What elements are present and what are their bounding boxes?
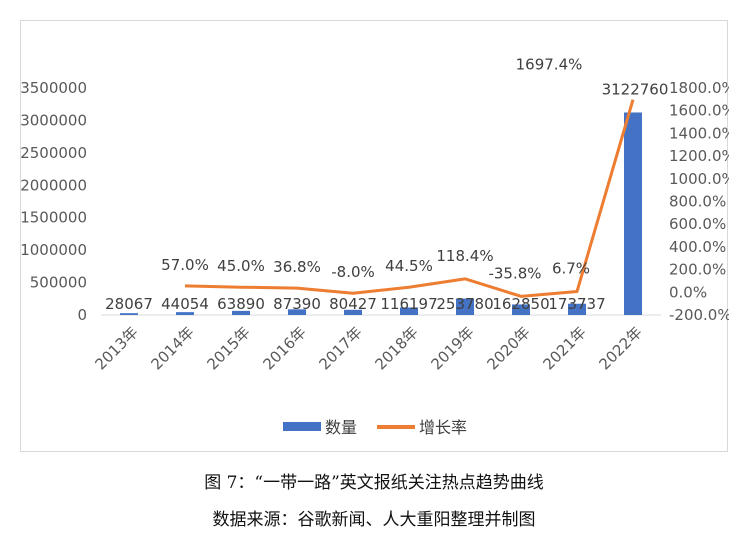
bar — [176, 312, 194, 315]
x-tick-label: 2022年 — [595, 323, 645, 373]
y-right-tick-label: 200.0% — [669, 261, 726, 279]
x-tick-label: 2020年 — [483, 323, 533, 373]
y-left-tick-label: 3000000 — [21, 111, 87, 129]
y-left-tick-label: 2500000 — [21, 144, 87, 162]
line-data-label: 6.7% — [552, 260, 590, 278]
bar-data-label: 28067 — [105, 295, 153, 313]
line-data-label: 44.5% — [385, 257, 433, 275]
legend-label-line: 增长率 — [419, 418, 467, 437]
bar-data-label: 116197 — [380, 295, 437, 313]
y-right-tick-label: 800.0% — [669, 193, 726, 211]
bar-data-label: 63890 — [217, 295, 265, 313]
x-tick-label: 2018年 — [371, 323, 421, 373]
line-data-label: -35.8% — [488, 264, 541, 282]
x-tick-label: 2019年 — [427, 323, 477, 373]
line-data-label: -8.0% — [331, 263, 375, 281]
y-right-tick-label: 1800.0% — [669, 79, 729, 97]
x-tick-label: 2021年 — [539, 323, 589, 373]
y-right-tick-label: 600.0% — [669, 215, 726, 233]
bar-data-label: 87390 — [273, 295, 321, 313]
bar — [120, 313, 138, 315]
bar — [232, 310, 250, 315]
y-left-tick-label: 2000000 — [21, 176, 87, 194]
bar-data-label: 80427 — [329, 295, 377, 313]
bar — [568, 303, 586, 315]
y-left-tick-label: 0 — [77, 306, 87, 324]
x-tick-label: 2014年 — [147, 323, 197, 373]
bar — [624, 112, 642, 315]
bar — [288, 309, 306, 315]
y-right-tick-label: 1200.0% — [669, 147, 729, 165]
bar-data-label: 173737 — [548, 295, 605, 313]
line-data-label: 1697.4% — [516, 56, 583, 74]
series-line-growth — [184, 99, 635, 298]
x-tick-label: 2017年 — [315, 323, 365, 373]
bar-data-label: 253780 — [436, 295, 493, 313]
bar — [456, 298, 474, 315]
y-right-tick-label: -200.0% — [669, 306, 729, 324]
bar-data-label: 162850 — [492, 295, 549, 313]
bar — [512, 304, 530, 315]
bar — [344, 309, 362, 315]
x-tick-label: 2015年 — [203, 323, 253, 373]
bar — [400, 307, 418, 315]
bar-data-label: 3122760 — [602, 80, 669, 98]
y-left-tick-label: 3500000 — [21, 79, 87, 97]
caption-source: 数据来源：谷歌新闻、人大重阳整理并制图 — [212, 510, 536, 530]
y-left-tick-label: 1500000 — [21, 209, 87, 227]
y-left-tick-label: 500000 — [30, 274, 87, 292]
line-data-label: 36.8% — [273, 258, 321, 276]
y-left-tick-label: 1000000 — [21, 241, 87, 259]
chart-frame: 0 500000 1000000 1500000 2000000 2500000 30000… — [20, 20, 729, 452]
y-right-tick-label: 0.0% — [669, 283, 707, 301]
x-tick-label: 2013年 — [91, 323, 141, 373]
chart-svg: 0 500000 1000000 1500000 2000000 2500000 30000… — [21, 56, 729, 437]
y-right-tick-label: 400.0% — [669, 238, 726, 256]
line-data-label: 57.0% — [161, 256, 209, 274]
y-right-tick-label: 1600.0% — [669, 102, 729, 120]
legend-swatch-bar — [283, 422, 321, 431]
caption-title: 图 7：“一带一路”英文报纸关注热点趋势曲线 — [204, 473, 544, 493]
line-data-label: 118.4% — [436, 247, 493, 265]
bar-data-label: 44054 — [161, 295, 209, 313]
y-right-tick-label: 1400.0% — [669, 124, 729, 142]
line-data-label: 45.0% — [217, 257, 265, 275]
y-right-tick-label: 1000.0% — [669, 170, 729, 188]
x-tick-label: 2016年 — [259, 323, 309, 373]
legend-label-bar: 数量 — [325, 418, 357, 437]
